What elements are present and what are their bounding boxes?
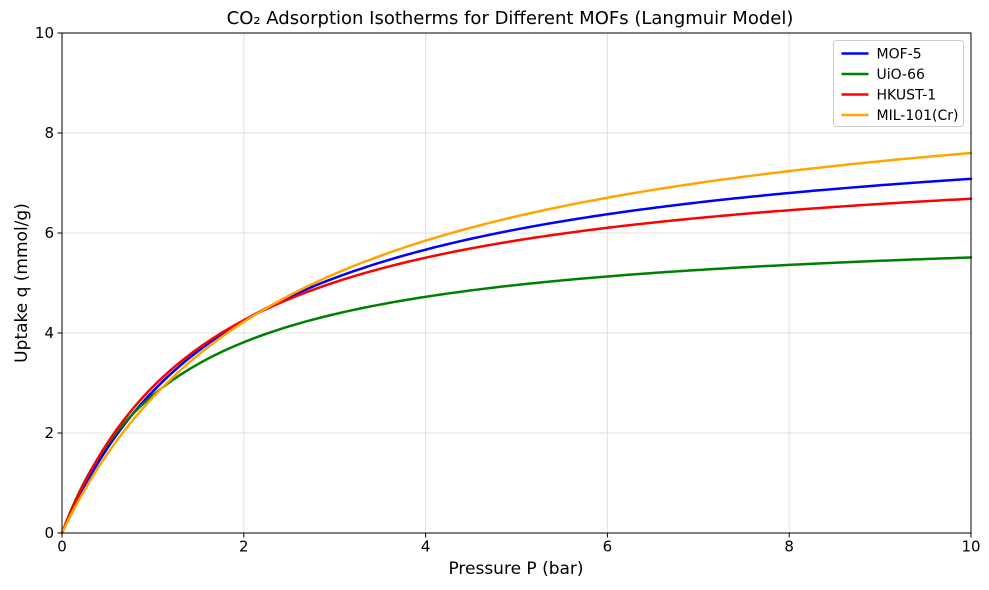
series-line-MOF-5 <box>60 177 973 535</box>
legend-item: HKUST-1 <box>841 88 937 104</box>
series-line-MIL-101(Cr) <box>60 151 973 535</box>
legend-item: UiO-66 <box>841 67 926 83</box>
ticks-layer: 0 2 4 6 8 10 0 2 4 6 8 10 <box>35 24 981 556</box>
x-tick-label: 10 <box>961 538 980 556</box>
y-axis-label: Uptake q (mmol/g) <box>12 203 32 363</box>
x-tick-label: 6 <box>603 538 613 556</box>
legend-label: MOF-5 <box>877 47 922 63</box>
legend: MOF-5 UiO-66 HKUST-1 MIL-101(Cr) <box>833 40 964 127</box>
y-tick-label: 6 <box>44 224 54 242</box>
grid-layer <box>62 33 971 533</box>
chart-title: CO₂ Adsorption Isotherms for Different M… <box>227 8 794 29</box>
series-line-HKUST-1 <box>60 197 973 535</box>
curves-layer <box>60 151 973 535</box>
legend-item: MOF-5 <box>841 47 922 63</box>
x-tick-label: 8 <box>784 538 794 556</box>
legend-box <box>833 40 964 127</box>
legend-label: HKUST-1 <box>877 88 937 104</box>
x-tick-label: 4 <box>421 538 431 556</box>
x-tick-label: 0 <box>57 538 67 556</box>
legend-item: MIL-101(Cr) <box>841 108 959 124</box>
series-line-UiO-66 <box>60 256 973 535</box>
plot-border <box>61 32 972 534</box>
legend-label: UiO-66 <box>877 67 926 83</box>
y-tick-label: 8 <box>44 124 54 142</box>
axes-layer <box>61 32 972 534</box>
y-tick-label: 10 <box>35 24 54 42</box>
y-tick-label: 0 <box>44 524 54 542</box>
legend-label: MIL-101(Cr) <box>877 108 959 124</box>
y-tick-label: 4 <box>44 324 54 342</box>
x-tick-label: 2 <box>239 538 249 556</box>
x-axis-label: Pressure P (bar) <box>448 559 583 579</box>
y-tick-label: 2 <box>44 424 54 442</box>
